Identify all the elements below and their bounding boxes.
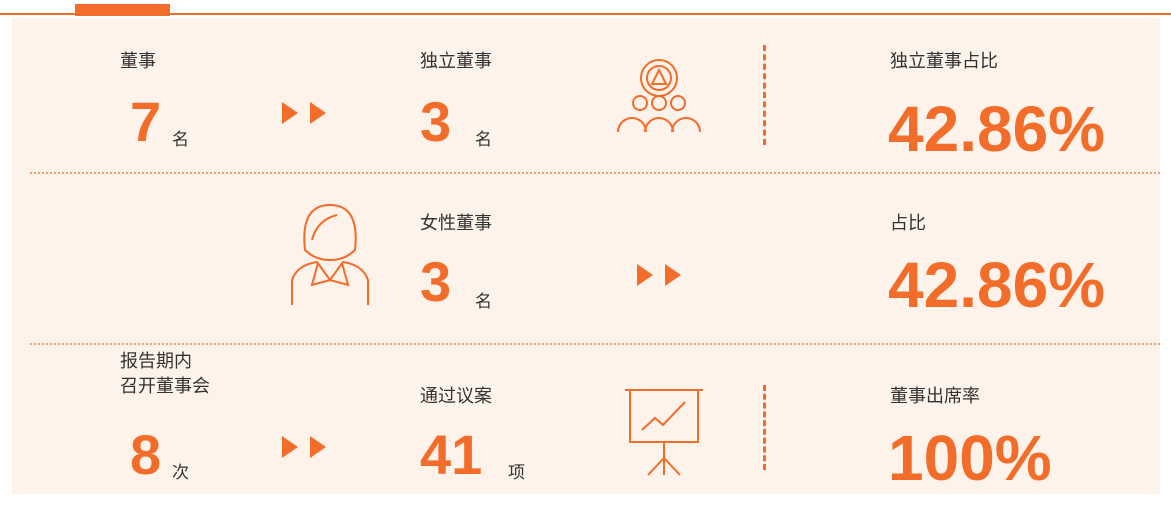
unit: 名 xyxy=(172,130,189,150)
value: 3 xyxy=(420,250,452,313)
value: 7 xyxy=(130,90,162,153)
separator xyxy=(763,385,766,470)
value: 100% xyxy=(888,422,1052,494)
woman-icon xyxy=(291,203,369,305)
label: 占比 xyxy=(890,213,926,234)
row-divider xyxy=(30,172,1160,174)
label: 通过议案 xyxy=(420,386,492,407)
label: 独立董事 xyxy=(420,51,492,72)
value: 41 xyxy=(420,423,483,486)
top-rule xyxy=(0,13,1171,15)
unit: 名 xyxy=(475,130,492,150)
label: 董事 xyxy=(120,51,156,72)
arrows xyxy=(282,102,681,458)
value: 42.86% xyxy=(888,249,1106,321)
tab xyxy=(75,4,170,16)
separator xyxy=(763,45,766,145)
unit: 名 xyxy=(475,292,492,312)
value: 42.86% xyxy=(888,93,1106,165)
unit: 项 xyxy=(508,463,525,483)
label: 董事出席率 xyxy=(890,386,980,407)
value: 8 xyxy=(130,423,162,486)
row-divider xyxy=(30,343,1160,345)
unit: 次 xyxy=(172,463,189,483)
board-icon xyxy=(617,59,701,133)
label: 召开董事会 xyxy=(120,376,210,397)
label: 报告期内 xyxy=(120,351,192,372)
label: 独立董事占比 xyxy=(890,51,998,72)
chart-icon xyxy=(625,389,703,476)
label: 女性董事 xyxy=(420,213,492,234)
value: 3 xyxy=(420,90,452,153)
panel xyxy=(12,18,1160,494)
